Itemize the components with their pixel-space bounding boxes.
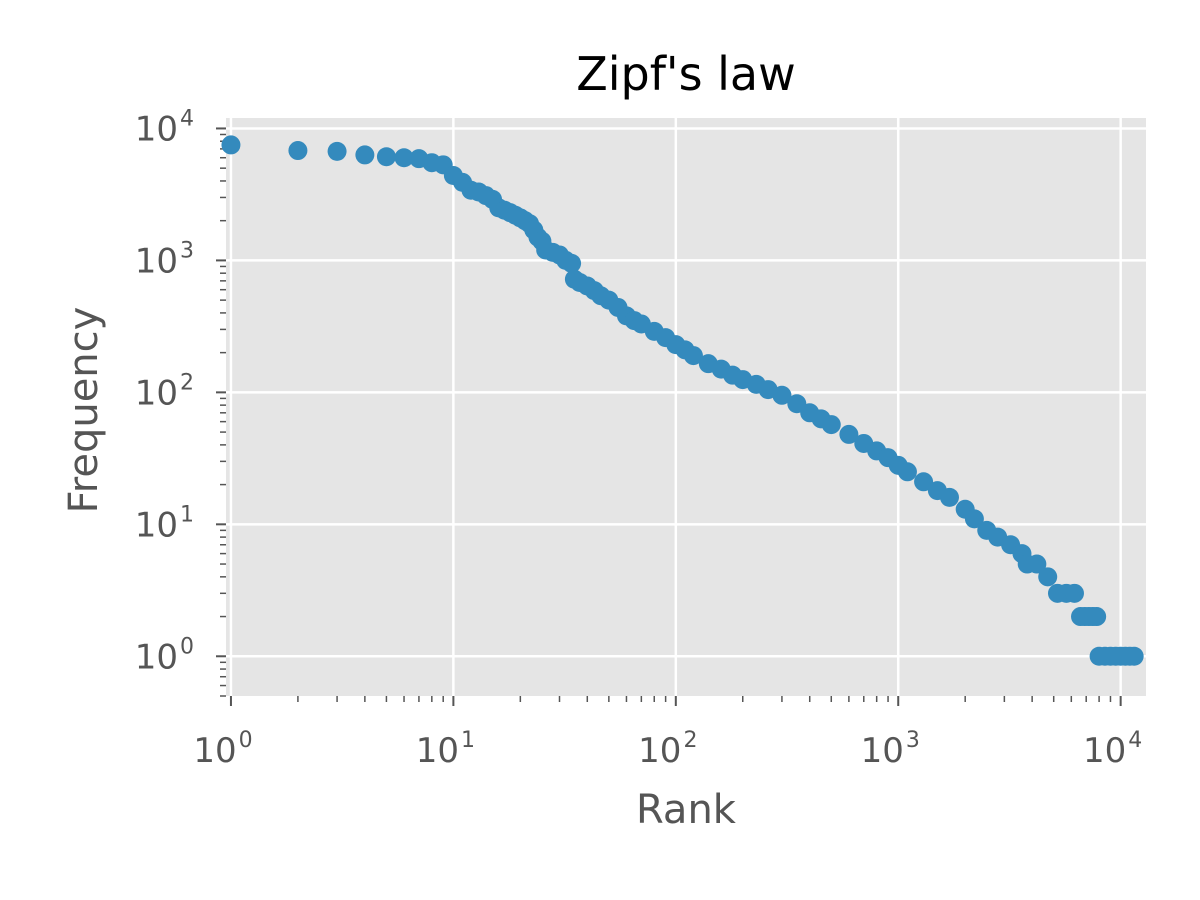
y-axis-label: Frequency [61, 307, 107, 514]
data-point-72 [1027, 554, 1047, 574]
data-point-29 [562, 253, 582, 273]
plot-area [226, 118, 1146, 696]
data-points [221, 135, 1144, 666]
data-point-56 [839, 424, 859, 444]
x-tick-labels: 100 101 102 103 104 [193, 728, 1142, 771]
y-tick-exponent-3: 3 [180, 238, 194, 263]
minor-ticks [216, 127, 1122, 706]
x-tick-exponent-0: 0 [239, 728, 253, 753]
data-point-44 [683, 346, 703, 366]
y-tick-exponent-1: 1 [180, 502, 194, 527]
data-point-4 [376, 147, 396, 167]
data-point-61 [897, 462, 917, 482]
x-tick-exponent-4: 4 [1128, 728, 1142, 753]
data-point-81 [1087, 607, 1107, 627]
x-tick-exponent-1: 1 [461, 728, 475, 753]
chart-title: Zipf's law [576, 47, 796, 101]
data-point-55 [821, 415, 841, 435]
data-point-64 [939, 487, 959, 507]
data-point-51 [772, 385, 792, 405]
data-point-1 [288, 141, 308, 161]
data-point-2 [327, 141, 347, 161]
data-point-3 [355, 145, 375, 165]
data-point-89 [1124, 646, 1144, 666]
data-point-66 [964, 509, 984, 529]
x-tick-exponent-2: 2 [683, 728, 697, 753]
y-tick-exponent-2: 2 [180, 370, 194, 395]
data-point-0 [221, 135, 241, 155]
x-tick-label-4: 104 [1083, 728, 1142, 771]
x-tick-label-1: 101 [416, 728, 475, 771]
data-point-62 [914, 472, 934, 492]
x-tick-exponent-3: 3 [906, 728, 920, 753]
data-point-5 [394, 148, 414, 168]
data-point-73 [1038, 567, 1058, 587]
y-tick-exponent-4: 4 [180, 106, 194, 131]
x-axis-label: Rank [636, 787, 737, 833]
y-tick-exponent-0: 0 [180, 634, 194, 659]
data-point-76 [1064, 583, 1084, 603]
